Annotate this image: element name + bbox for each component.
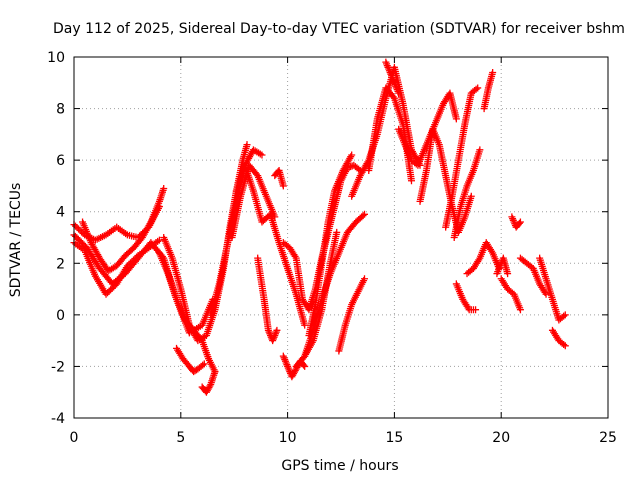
data-point [452,115,460,123]
series-arc28 [452,280,480,314]
data-point [359,212,367,220]
y-tick-label: 10 [47,50,65,66]
data-point [211,368,219,376]
data-point [360,210,368,218]
series-arc32 [508,213,524,231]
series-arc8 [198,368,219,396]
data-point [333,228,341,236]
y-axis-label: SDTVAR / TECUs [8,183,24,298]
y-tick-label: 6 [56,153,65,169]
series-arc3 [70,236,163,298]
data-point [472,85,480,93]
series-arc30 [493,254,512,278]
data-point [560,312,568,320]
plot-area [70,58,569,396]
x-tick-label: 10 [279,430,297,446]
data-point [258,151,266,159]
y-tick-label: -4 [51,411,65,427]
data-point [489,68,497,76]
data-point [301,362,309,370]
series-arc7 [173,344,208,376]
series-arc25 [442,84,482,231]
data-point [542,290,550,298]
series-arc31 [497,275,524,314]
chart-title: Day 112 of 2025, Sidereal Day-to-day VTE… [53,21,625,37]
y-tick-label: -2 [51,359,65,375]
series-arc9 [207,146,266,319]
data-point [560,341,568,349]
data-point [474,84,482,92]
x-tick-label: 15 [385,430,403,446]
plot-frame [73,56,609,419]
series-arc26 [450,146,484,241]
data-point [516,218,524,226]
data-point [206,382,214,390]
x-tick-label: 0 [70,430,79,446]
y-tick-label: 8 [56,102,65,118]
series-arc34 [536,254,569,324]
data-point [467,192,475,200]
y-tick-label: 4 [56,205,65,221]
series-arc22 [382,58,403,97]
data-point [515,219,523,227]
x-tick-label: 25 [599,430,617,446]
data-point [360,275,368,283]
data-point [199,361,207,369]
data-point [395,89,403,97]
x-tick-label: 20 [492,430,510,446]
data-point [472,306,480,314]
data-point [516,306,524,314]
series-arc18 [305,151,356,339]
data-point [160,185,168,193]
y-tick-label: 0 [56,308,65,324]
data-point [561,311,569,319]
data-point [273,326,281,334]
data-point [476,146,484,154]
data-point [301,321,309,329]
data-point [348,151,356,159]
data-point [407,177,415,185]
axis-ticks: 0 5 10 15 20 25 -4 -2 0 2 4 6 8 10 [47,50,617,446]
series-arc27 [480,68,497,113]
series-arc4 [79,185,168,275]
series-arc11 [232,161,309,329]
data-point [300,361,308,369]
y-tick-label: 2 [56,256,65,272]
series-arc33 [516,254,550,298]
x-axis-label: GPS time / hours [281,458,398,474]
series-arc5 [155,249,219,376]
data-point [243,141,251,149]
data-point [155,236,163,244]
data-point [200,360,208,368]
series-arc17 [301,228,341,360]
data-point [561,342,569,350]
data-point [504,270,512,278]
series-arc12 [254,254,281,345]
series-arc19 [335,275,368,355]
series-arc13 [271,166,287,190]
series-arc35 [548,326,569,350]
x-tick-label: 5 [176,430,185,446]
data-point [279,182,287,190]
